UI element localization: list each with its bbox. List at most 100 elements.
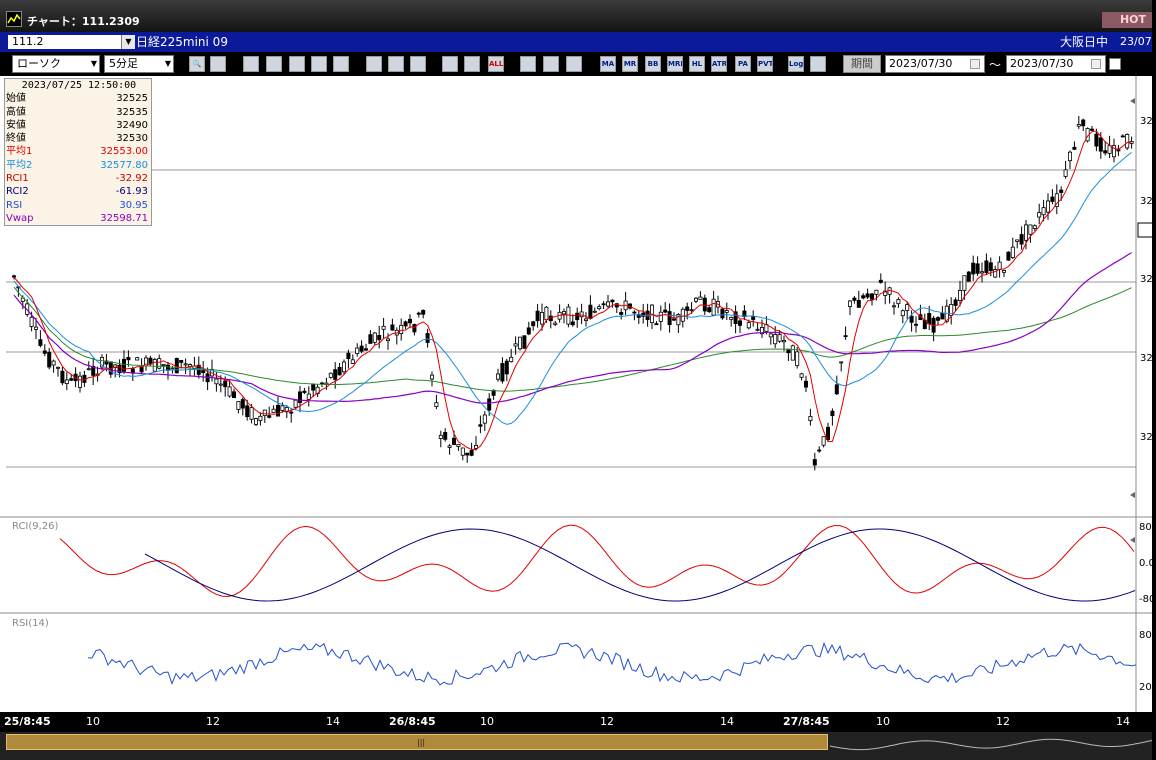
candle-body bbox=[11, 275, 16, 278]
color-icon[interactable] bbox=[566, 56, 582, 72]
line-icon[interactable] bbox=[289, 56, 305, 72]
info-icon[interactable] bbox=[333, 56, 349, 72]
zoom-icon[interactable]: 🔍 bbox=[189, 56, 205, 72]
candle-body bbox=[284, 407, 289, 413]
para-icon[interactable]: PA bbox=[735, 56, 751, 72]
candle-body bbox=[914, 323, 919, 326]
grid-icon[interactable] bbox=[266, 56, 282, 72]
period-button[interactable]: 期間 bbox=[843, 55, 881, 73]
scroll-thumb[interactable]: ||| bbox=[6, 734, 828, 750]
ohlc-value: 32490 bbox=[116, 119, 148, 131]
log-icon[interactable]: Log bbox=[788, 56, 804, 72]
candle-body bbox=[504, 360, 509, 375]
mr-icon[interactable]: MR bbox=[622, 56, 638, 72]
candle-body bbox=[306, 393, 311, 400]
candle-body bbox=[1037, 212, 1042, 218]
all-icon[interactable]: ALL bbox=[488, 56, 504, 72]
candle-body bbox=[1041, 207, 1046, 216]
crosshair-icon[interactable] bbox=[243, 56, 259, 72]
ohlc-value: -32.92 bbox=[115, 173, 148, 185]
candle-body bbox=[1076, 124, 1081, 127]
candle-body bbox=[78, 375, 83, 388]
candle-body bbox=[746, 322, 751, 329]
date-from-input[interactable]: 2023/07/30 bbox=[885, 55, 985, 73]
candle-body bbox=[64, 379, 69, 384]
candle-body bbox=[231, 391, 236, 399]
calendar-icon[interactable] bbox=[1091, 59, 1101, 69]
trend-icon[interactable] bbox=[366, 56, 382, 72]
candle-body bbox=[218, 383, 223, 386]
chart-type-select[interactable]: ローソク ▼ bbox=[12, 55, 100, 73]
mark-icon[interactable] bbox=[311, 56, 327, 72]
ma-icon[interactable]: MA bbox=[600, 56, 616, 72]
chevron-down-icon[interactable]: ▼ bbox=[121, 35, 135, 49]
candle-body bbox=[513, 343, 518, 347]
candle-body bbox=[447, 445, 452, 448]
title-bar: チャート：111.2309 HOT bbox=[0, 0, 1156, 32]
candle-body bbox=[531, 321, 536, 327]
candle-body bbox=[1107, 145, 1112, 154]
signal-icon[interactable] bbox=[464, 56, 480, 72]
rci-panel-label: RCI(9,26) bbox=[12, 521, 59, 532]
time-axis-label: 14 bbox=[720, 715, 734, 728]
candle-body bbox=[86, 368, 91, 371]
ohlc-row: 始値 32525 bbox=[5, 92, 151, 105]
tools-icon[interactable] bbox=[543, 56, 559, 72]
arrow-icon[interactable] bbox=[388, 56, 404, 72]
fibo-icon[interactable] bbox=[410, 56, 426, 72]
candle-body bbox=[1125, 134, 1130, 149]
time-axis-label: 10 bbox=[86, 715, 100, 728]
atr-icon[interactable]: ATR bbox=[711, 56, 727, 72]
candle-body bbox=[363, 348, 368, 351]
candle-body bbox=[808, 416, 813, 422]
chart-scrollbar[interactable]: ||| bbox=[0, 732, 1156, 760]
chart-area[interactable]: 32932832732732632580.0.0-8080.20.RCI(9,2… bbox=[0, 76, 1156, 712]
candle-body bbox=[38, 339, 43, 346]
sub-panels bbox=[59, 524, 1137, 686]
chart-app-icon bbox=[6, 11, 22, 27]
candle-body bbox=[993, 269, 998, 278]
candle-body bbox=[407, 318, 412, 324]
candle-body bbox=[267, 415, 272, 418]
candle-body bbox=[698, 296, 703, 300]
ohlc-row: 高値 32535 bbox=[5, 106, 151, 119]
candle-body bbox=[526, 327, 531, 335]
candle-icon[interactable] bbox=[520, 56, 536, 72]
overview-line bbox=[830, 738, 1155, 751]
candle-body bbox=[416, 312, 421, 315]
price-chart-canvas[interactable]: 32932832732732632580.0.0-8080.20.RCI(9,2… bbox=[0, 76, 1156, 712]
candle-body bbox=[768, 333, 773, 338]
calendar-icon[interactable] bbox=[970, 59, 980, 69]
interval-select[interactable]: 5分足 ▼ bbox=[104, 55, 174, 73]
period-checkbox[interactable] bbox=[1109, 58, 1121, 70]
candle-body bbox=[122, 358, 127, 372]
candle-body bbox=[984, 260, 989, 274]
hot-button[interactable]: HOT bbox=[1102, 12, 1156, 28]
candle-body bbox=[117, 364, 122, 374]
candle-body bbox=[500, 363, 505, 382]
candle-body bbox=[1116, 149, 1121, 152]
symbol-code-input[interactable]: 111.2 ▼ bbox=[8, 35, 135, 49]
cycle-icon[interactable] bbox=[442, 56, 458, 72]
candle-body bbox=[579, 311, 584, 318]
hl-icon[interactable]: HL bbox=[689, 56, 705, 72]
cursor-icon[interactable] bbox=[210, 56, 226, 72]
window-icon[interactable] bbox=[810, 56, 826, 72]
candle-body bbox=[760, 327, 765, 335]
indicator-lines bbox=[13, 130, 1132, 451]
rci-axis-label: -80 bbox=[1139, 594, 1155, 605]
candle-body bbox=[518, 336, 523, 350]
candle-body bbox=[245, 405, 250, 418]
date-to-input[interactable]: 2023/07/30 bbox=[1006, 55, 1106, 73]
candle-body bbox=[535, 310, 540, 322]
candle-body bbox=[434, 402, 439, 407]
candle-body bbox=[214, 378, 219, 385]
ohlc-row: RCI1 -32.92 bbox=[5, 172, 151, 185]
bb-icon[interactable]: BB bbox=[645, 56, 661, 72]
pvt-icon[interactable]: PVT bbox=[757, 56, 773, 72]
time-axis-label: 25/8:45 bbox=[4, 715, 51, 728]
ohlc-label: 平均1 bbox=[6, 146, 33, 158]
mre-icon[interactable]: MRE bbox=[667, 56, 683, 72]
time-axis-label: 14 bbox=[1116, 715, 1130, 728]
candle-body bbox=[253, 418, 258, 425]
